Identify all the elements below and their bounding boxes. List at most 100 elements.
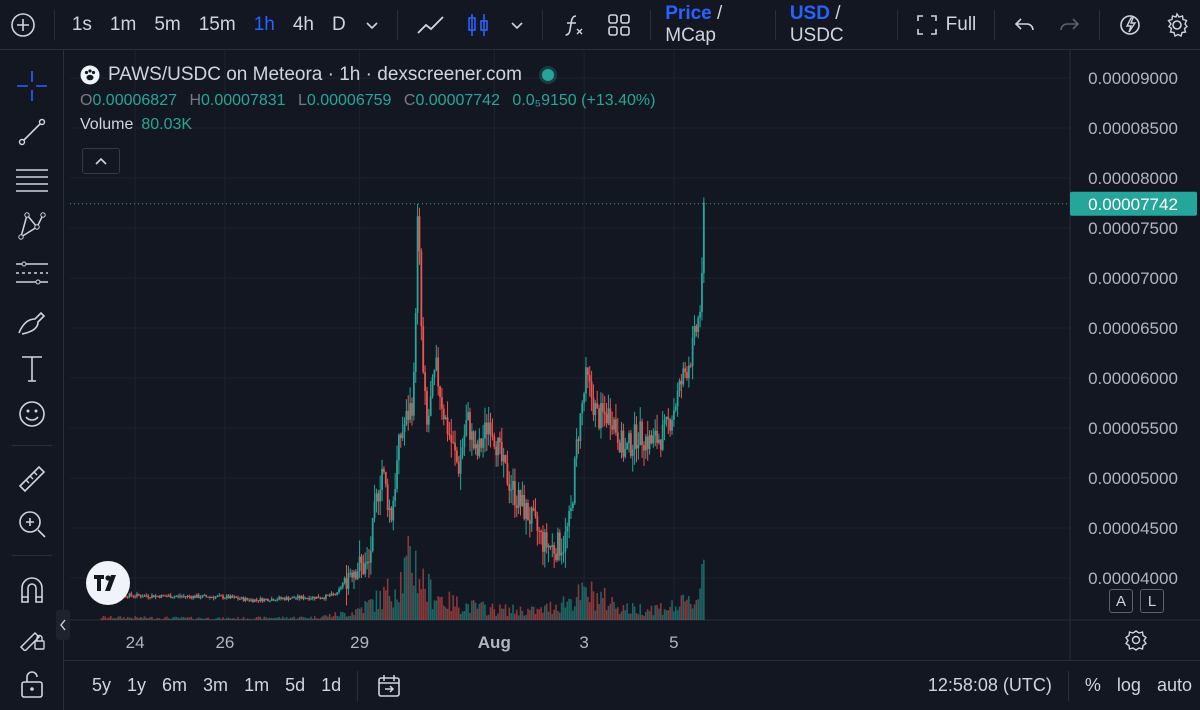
candle-body	[147, 595, 150, 598]
fullscreen-button[interactable]: Full	[906, 14, 987, 36]
x-tick-label: 26	[215, 633, 234, 652]
volume-label: Volume	[80, 116, 134, 133]
volume-bar	[145, 617, 148, 620]
collapse-side-panel-icon[interactable]	[56, 610, 70, 640]
volume-bar	[261, 619, 264, 620]
candle-body	[633, 424, 636, 450]
chart-legend: PAWS/USDC on Meteora · 1h · dexscreener.…	[80, 64, 663, 134]
prediction-icon[interactable]	[14, 255, 50, 291]
pattern-icon[interactable]	[14, 208, 50, 244]
range-6m[interactable]: 6m	[162, 675, 188, 695]
emoji-icon[interactable]	[14, 396, 50, 432]
volume-bar	[600, 591, 602, 620]
undo-icon[interactable]	[1003, 15, 1047, 35]
usd-option[interactable]: USD	[789, 2, 830, 24]
interval-5m[interactable]: 5m	[154, 13, 181, 35]
redo-icon[interactable]	[1047, 15, 1091, 35]
price-chart[interactable]: 0.00009000 0.00008500 0.00008000 0.00007500…	[70, 50, 1200, 660]
volume-legend: Volume 80.03K	[80, 116, 663, 134]
add-symbol-icon[interactable]	[0, 12, 46, 38]
interval-1m[interactable]: 1m	[109, 13, 137, 35]
ruler-icon[interactable]	[14, 461, 50, 497]
candle-body	[523, 494, 526, 519]
candle-body	[560, 552, 563, 556]
layout-grid-icon[interactable]	[596, 12, 642, 38]
volume-bar	[493, 609, 496, 620]
candle-body	[293, 597, 296, 599]
date-range-icon[interactable]	[366, 673, 412, 699]
collapse-legend-button[interactable]	[82, 148, 120, 174]
candle-body	[540, 531, 542, 533]
usdc-option[interactable]: USDC	[789, 24, 844, 46]
candle-body	[323, 598, 325, 600]
candle-body	[237, 597, 239, 599]
volume-bar	[321, 616, 323, 620]
fib-retracement-icon[interactable]	[14, 162, 50, 198]
unlock-icon[interactable]	[14, 666, 50, 702]
candle-body	[545, 532, 548, 548]
interval-1h[interactable]: 1h	[253, 13, 275, 35]
range-1m[interactable]: 1m	[244, 675, 270, 695]
range-1d[interactable]: 1d	[321, 675, 342, 695]
candle-body	[673, 410, 675, 420]
candle-body	[631, 449, 634, 456]
log-button[interactable]: log	[1116, 675, 1141, 695]
volume-bar	[558, 612, 561, 620]
currency-toggle[interactable]: USD / USDC	[784, 3, 889, 47]
chevron-down-icon[interactable]	[355, 18, 389, 32]
tradingview-logo[interactable]	[86, 561, 130, 605]
volume-bar	[527, 608, 529, 620]
auto-scale-button[interactable]: A	[1109, 589, 1133, 613]
auto-button[interactable]: auto	[1156, 675, 1192, 695]
candle-body	[358, 556, 361, 572]
chevron-up-icon	[95, 157, 107, 165]
mcap-option[interactable]: MCap	[665, 24, 716, 46]
chevron-down-icon[interactable]	[500, 18, 534, 32]
volume-bar	[603, 587, 606, 620]
volume-bar	[489, 607, 492, 620]
y-tick-label: 0.00008000	[1088, 169, 1178, 188]
volume-bar	[579, 600, 582, 620]
candles-icon[interactable]	[456, 12, 500, 38]
clock-time[interactable]: 12:58:08 (UTC)	[927, 675, 1052, 695]
volume-bar	[439, 597, 441, 620]
candle-body	[469, 412, 471, 440]
interval-1s[interactable]: 1s	[71, 13, 92, 35]
quick-search-icon[interactable]	[1108, 12, 1154, 38]
candle-body	[568, 511, 571, 527]
lock-drawings-icon[interactable]	[14, 618, 50, 654]
range-3m[interactable]: 3m	[203, 675, 229, 695]
volume-bar	[560, 602, 563, 620]
volume-bar	[136, 617, 138, 620]
percent-scale-button[interactable]: %	[1084, 675, 1101, 695]
volume-bar	[128, 617, 131, 620]
range-1y[interactable]: 1y	[127, 675, 147, 695]
candle-body	[315, 596, 318, 599]
interval-15m[interactable]: 15m	[198, 13, 236, 35]
volume-bar	[699, 588, 701, 620]
volume-bar	[618, 614, 621, 620]
volume-bar	[534, 613, 537, 620]
interval-d[interactable]: D	[331, 13, 346, 35]
brush-icon[interactable]	[14, 304, 50, 340]
candle-body	[218, 595, 221, 597]
candle-body	[620, 430, 623, 453]
symbol-title: PAWS/USDC on Meteora · 1h · dexscreener.…	[108, 64, 522, 85]
log-scale-button[interactable]: L	[1140, 589, 1164, 613]
volume-bar	[332, 616, 335, 620]
interval-4h[interactable]: 4h	[292, 13, 314, 35]
magnet-icon[interactable]	[14, 571, 50, 607]
price-mcap-toggle[interactable]: Price / MCap	[659, 3, 767, 47]
text-tool-icon[interactable]	[14, 350, 50, 386]
price-option[interactable]: Price	[665, 2, 712, 24]
gear-icon[interactable]	[1154, 11, 1200, 38]
candle-body	[444, 417, 447, 420]
range-5y[interactable]: 5y	[92, 675, 112, 695]
range-5d[interactable]: 5d	[285, 675, 306, 695]
volume-bar	[214, 618, 217, 620]
zoom-in-icon[interactable]	[14, 506, 50, 542]
trend-line-icon[interactable]	[14, 114, 50, 150]
line-chart-icon[interactable]	[406, 13, 456, 37]
indicators-icon[interactable]	[550, 12, 596, 38]
crosshair-icon[interactable]	[14, 68, 50, 104]
